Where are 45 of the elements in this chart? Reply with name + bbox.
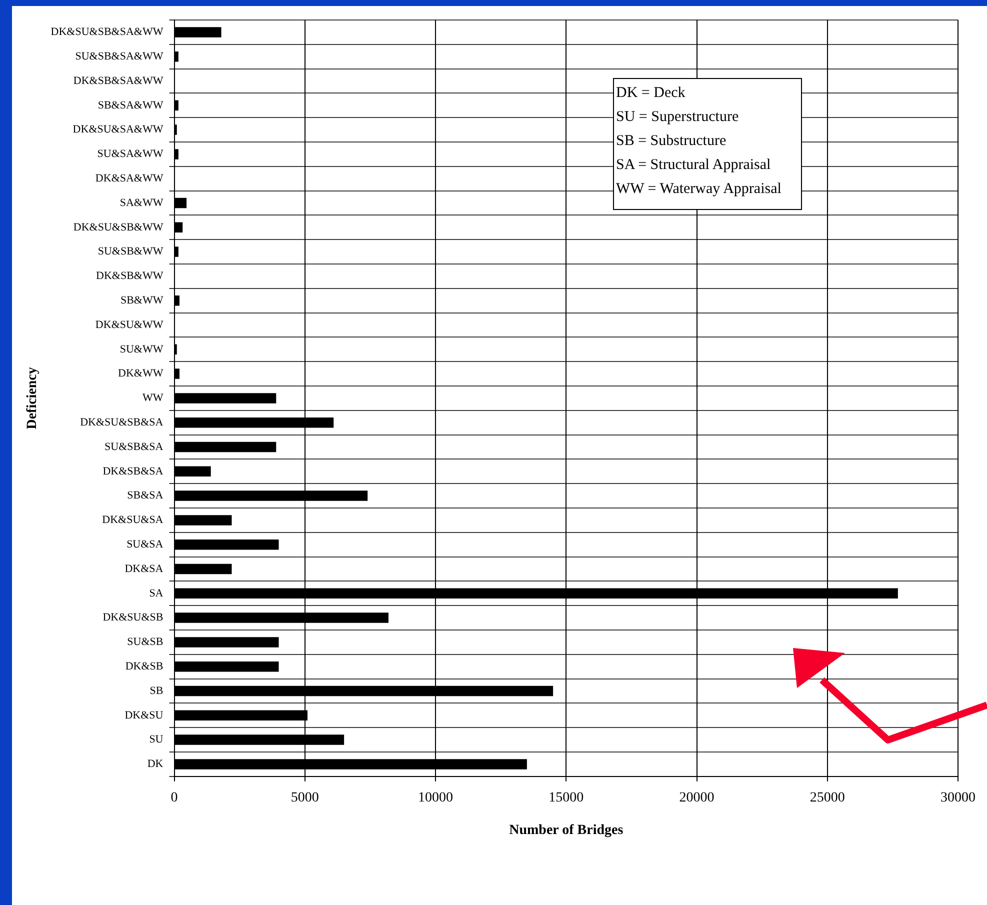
x-tick-label: 25000 <box>810 790 845 806</box>
y-tick-label: SA <box>149 587 164 600</box>
y-tick-label: SU&SB <box>127 636 164 648</box>
y-tick-label: DK&WW <box>118 368 164 380</box>
y-tick-label: SU&SB&SA&WW <box>75 50 164 62</box>
y-tick-label: DK&SU&SA&WW <box>72 124 164 136</box>
y-tick-label: DK&SB&WW <box>96 270 164 282</box>
y-tick-label: SU&WW <box>120 343 164 356</box>
y-tick-label: WW <box>142 392 164 404</box>
x-tick-label: 0 <box>170 790 178 806</box>
annotation: SU = Superstructure <box>616 108 740 127</box>
y-tick-label: DK&SA&WW <box>95 172 164 184</box>
y-tick-label: SB <box>150 684 164 697</box>
y-tick-label: SB&SA <box>127 490 164 502</box>
x-tick-label: 15000 <box>548 790 584 806</box>
y-tick-label: DK&SU&SA <box>102 514 164 526</box>
y-tick-label: SU&SB&WW <box>98 246 164 258</box>
y-tick-label: DK&SU <box>124 709 164 722</box>
y-tick-label: SU&SB&SA <box>104 440 164 453</box>
y-tick-label: DK&SB&SA&WW <box>73 74 164 87</box>
y-tick-label: SU <box>149 734 164 746</box>
y-tick-label: DK&SU&SB&WW <box>73 221 164 234</box>
y-axis-title: Deficiency <box>25 367 40 430</box>
y-tick-label: DK&SU&WW <box>95 318 164 331</box>
x-axis-title: Number of Bridges <box>509 823 624 838</box>
y-tick-label: SU&SA&WW <box>97 148 164 160</box>
y-tick-label: DK&SA <box>124 562 164 575</box>
annotation: SA = Structural Appraisal <box>616 156 772 175</box>
y-tick-label: DK <box>147 758 164 770</box>
x-tick-label: 20000 <box>679 790 714 806</box>
x-tick-label: 5000 <box>290 790 319 806</box>
annotation: WW = Waterway Appraisal <box>616 180 782 199</box>
y-tick-label: SB&WW <box>120 294 164 306</box>
y-tick-label: DK&SB <box>125 660 164 672</box>
y-tick-label: DK&SB&SA <box>102 465 164 478</box>
y-tick-label: SA&WW <box>120 196 164 209</box>
x-tick-label: 30000 <box>940 790 976 806</box>
y-tick-label: SB&SA&WW <box>98 99 164 112</box>
x-tick-label: 10000 <box>418 790 454 806</box>
annotation: SB = Substructure <box>616 132 728 151</box>
y-tick-label: DK&SU&SB&SA&WW <box>50 26 164 38</box>
y-tick-label: DK&SU&SB&SA <box>80 416 164 428</box>
y-tick-label: SU&SA <box>126 538 164 550</box>
annotation: DK = Deck <box>616 84 686 103</box>
y-tick-label: DK&SU&SB <box>102 612 164 624</box>
